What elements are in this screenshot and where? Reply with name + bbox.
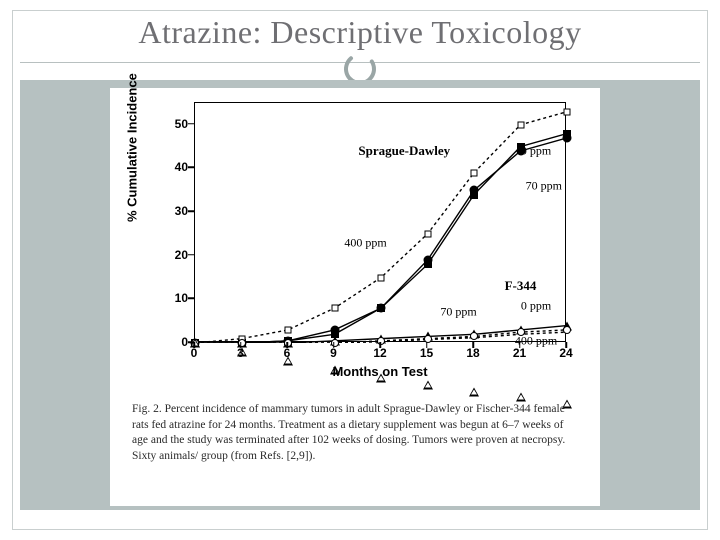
marker-sd-70ppm xyxy=(330,325,339,334)
marker-f344-70ppm xyxy=(563,326,571,334)
marker-sd-400ppm xyxy=(424,230,431,237)
x-tick-mark xyxy=(286,342,288,348)
marker-sd-400ppm xyxy=(564,108,571,115)
chart-annotation: 70 ppm xyxy=(440,305,476,320)
marker-f344-400ppm xyxy=(423,380,433,389)
chart-annotation: 400 ppm xyxy=(344,235,386,250)
marker-sd-400ppm xyxy=(378,274,385,281)
x-tick-label: 12 xyxy=(373,346,386,360)
x-tick-mark xyxy=(240,342,242,348)
slide-title: Atrazine: Descriptive Toxicology xyxy=(0,14,720,51)
x-tick-label: 9 xyxy=(330,346,337,360)
chart-annotation: Sprague-Dawley xyxy=(358,143,450,159)
figure-caption: Fig. 2. Percent incidence of mammary tum… xyxy=(132,402,572,464)
chart: Sprague-Dawley 0 ppm 70 ppm 400 ppm F-344 0 p… xyxy=(128,94,582,394)
y-tick-mark xyxy=(188,298,194,300)
x-tick-label: 6 xyxy=(284,346,291,360)
marker-f344-400ppm xyxy=(469,387,479,396)
chart-annotation: 70 ppm xyxy=(526,178,562,193)
marker-sd-70ppm xyxy=(377,304,386,313)
marker-f344-70ppm xyxy=(470,332,478,340)
x-tick-label: 0 xyxy=(191,346,198,360)
marker-f344-70ppm xyxy=(424,335,432,343)
marker-sd-70ppm xyxy=(423,256,432,265)
y-tick-mark xyxy=(188,167,194,169)
x-tick-mark xyxy=(565,342,567,348)
x-tick-mark xyxy=(426,342,428,348)
marker-f344-70ppm xyxy=(377,337,385,345)
chart-annotation: 0 ppm xyxy=(521,298,551,313)
x-tick-label: 24 xyxy=(559,346,572,360)
x-tick-mark xyxy=(193,342,195,348)
marker-sd-400ppm xyxy=(285,326,292,333)
y-axis-label: % Cumulative Incidence xyxy=(125,73,140,222)
x-tick-label: 15 xyxy=(420,346,433,360)
y-tick-mark xyxy=(188,254,194,256)
chart-annotation: F-344 xyxy=(505,278,537,294)
slide: Atrazine: Descriptive Toxicology Sprague… xyxy=(0,0,720,540)
marker-f344-400ppm xyxy=(516,393,526,402)
chart-annotation: 0 ppm xyxy=(521,144,551,159)
x-tick-mark xyxy=(472,342,474,348)
y-tick-mark xyxy=(188,210,194,212)
marker-sd-400ppm xyxy=(517,121,524,128)
x-tick-mark xyxy=(379,342,381,348)
x-axis-label: Months on Test xyxy=(194,364,566,379)
x-tick-mark xyxy=(519,342,521,348)
marker-sd-400ppm xyxy=(471,169,478,176)
x-tick-label: 21 xyxy=(513,346,526,360)
marker-sd-70ppm xyxy=(470,186,479,195)
x-tick-label: 18 xyxy=(466,346,479,360)
x-tick-mark xyxy=(333,342,335,348)
x-tick-label: 3 xyxy=(237,346,244,360)
y-tick-mark xyxy=(188,123,194,125)
content-card: Sprague-Dawley 0 ppm 70 ppm 400 ppm F-344 0 p… xyxy=(110,88,600,506)
plot-frame: Sprague-Dawley 0 ppm 70 ppm 400 ppm F-344 0 p… xyxy=(194,102,566,342)
marker-sd-70ppm xyxy=(563,133,572,142)
marker-sd-400ppm xyxy=(331,305,338,312)
